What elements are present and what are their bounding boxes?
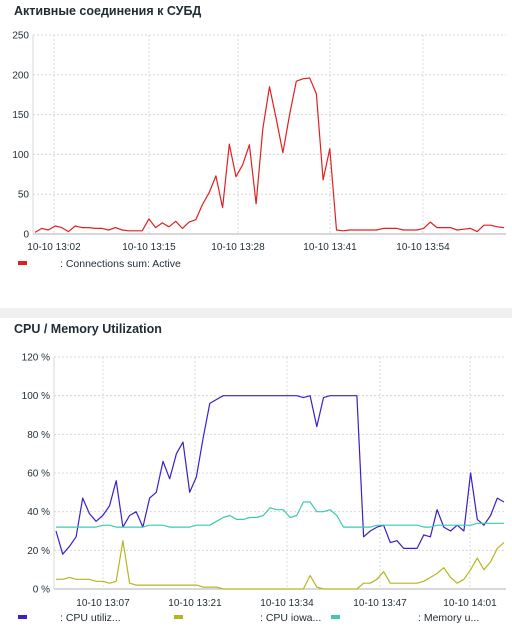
series-line xyxy=(56,540,505,590)
y-tick-label: 60 % xyxy=(27,469,50,480)
legend-swatch xyxy=(174,615,183,619)
legend-label: : CPU iowa... xyxy=(260,612,321,624)
y-tick-label: 0 xyxy=(23,230,29,241)
y-tick-label: 250 xyxy=(12,31,29,42)
x-tick-label: 10-10 13:41 xyxy=(303,242,357,253)
y-tick-label: 50 xyxy=(18,190,30,201)
series-line xyxy=(55,395,505,555)
y-tick-label: 20 % xyxy=(27,546,50,557)
legend-swatch xyxy=(18,615,27,619)
x-tick-label: 10-10 13:54 xyxy=(396,242,450,253)
x-tick-label: 10-10 13:02 xyxy=(27,242,81,253)
connections-panel: Активные соединения к СУБД 250 200 150 100 5… xyxy=(0,0,512,308)
panel-title: CPU / Memory Utilization xyxy=(14,322,162,336)
cpu-memory-panel: CPU / Memory Utilization 120 % 100 % 80 % 6… xyxy=(0,318,512,631)
y-tick-label: 80 % xyxy=(27,430,50,441)
legend-label: : CPU utiliz... xyxy=(60,612,121,624)
x-tick-label: 10-10 13:47 xyxy=(353,598,407,609)
legend-swatch xyxy=(331,615,340,619)
legend-label: : Memory u... xyxy=(418,612,479,624)
y-tick-label: 0 % xyxy=(33,585,50,596)
connections-chart: 250 200 150 100 50 010-10 13:02 10-10 13:15 10-… xyxy=(12,31,506,270)
series-line xyxy=(56,501,504,528)
y-tick-label: 200 xyxy=(12,70,29,81)
x-tick-label: 10-10 13:07 xyxy=(76,598,130,609)
x-tick-label: 10-10 13:21 xyxy=(168,598,222,609)
legend-label: : Connections sum: Active xyxy=(60,258,181,270)
x-tick-label: 10-10 14:01 xyxy=(443,598,497,609)
y-tick-label: 40 % xyxy=(27,507,50,518)
x-tick-label: 10-10 13:28 xyxy=(211,242,265,253)
series-line xyxy=(34,77,505,233)
y-tick-label: 100 % xyxy=(22,391,50,402)
x-tick-label: 10-10 13:34 xyxy=(260,598,314,609)
x-tick-label: 10-10 13:15 xyxy=(122,242,176,253)
cpu-memory-chart: 120 % 100 % 80 % 60 % 40 % 20 % 0 % 10-10 13:07… xyxy=(18,353,506,624)
y-tick-label: 120 % xyxy=(22,353,50,364)
legend-swatch xyxy=(18,261,27,265)
y-tick-label: 150 xyxy=(12,110,29,121)
y-tick-label: 100 xyxy=(12,150,29,161)
panel-title: Активные соединения к СУБД xyxy=(14,4,202,18)
